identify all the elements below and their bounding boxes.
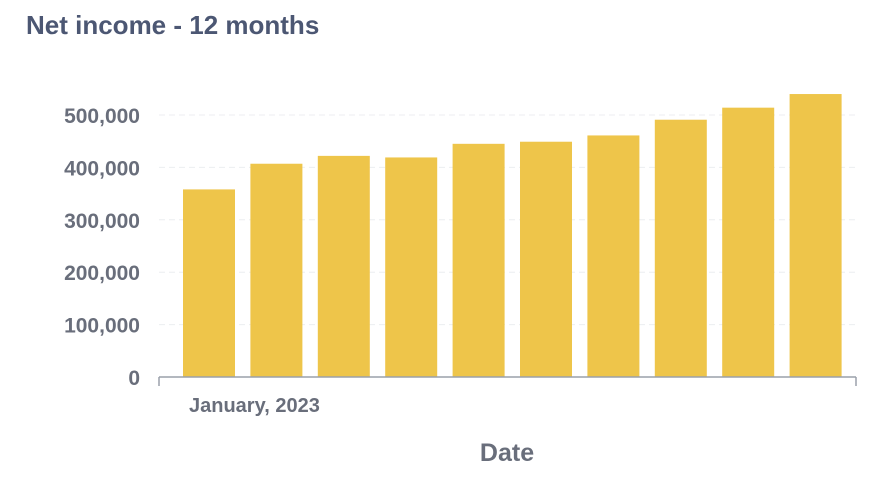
bar[interactable]	[317, 155, 370, 377]
axes	[158, 376, 857, 386]
bar[interactable]	[183, 189, 235, 377]
axis-labels: 0 100,000 200,000 300,000 400,000 500,000 Janu…	[64, 105, 534, 467]
y-tick-label: 100,000	[64, 315, 140, 338]
bar[interactable]	[722, 107, 775, 377]
bar[interactable]	[250, 163, 303, 377]
y-tick-label: 0	[128, 367, 140, 390]
x-tick-label: January, 2023	[189, 395, 320, 417]
bar[interactable]	[587, 135, 640, 377]
y-tick-label: 300,000	[64, 210, 140, 233]
bar[interactable]	[385, 157, 438, 377]
bar[interactable]	[520, 141, 572, 377]
bars	[183, 94, 842, 377]
y-tick-label: 500,000	[64, 105, 140, 128]
bar[interactable]	[654, 119, 707, 377]
bar[interactable]	[789, 94, 842, 377]
chart-title: Net income - 12 months	[26, 10, 320, 40]
bar[interactable]	[452, 143, 505, 377]
y-tick-label: 200,000	[64, 262, 140, 285]
x-axis-title: Date	[480, 439, 534, 467]
y-tick-label: 400,000	[64, 157, 140, 180]
